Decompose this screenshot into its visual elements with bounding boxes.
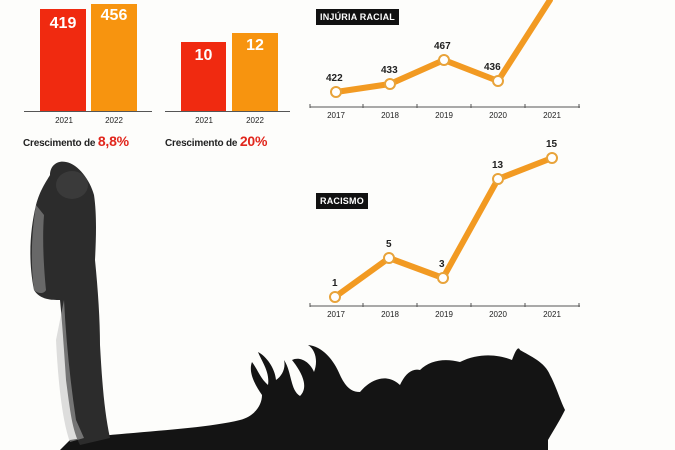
x-tick-label: 2019 [435,111,453,120]
data-label: 15 [546,139,558,150]
bar-value: 419 [49,15,77,32]
x-tick-label: 2021 [543,111,561,120]
bar-2021: 419 [40,9,86,111]
data-label: 433 [381,65,398,76]
data-label: 1 [332,278,338,289]
x-tick-label: 2017 [327,310,345,319]
growth-percent: 20% [239,133,268,149]
injuria-line-chart [309,0,580,108]
x-tick-label: 2021 [195,116,213,125]
illustration [30,161,565,450]
x-tick-label: 2022 [105,116,123,125]
racismo-line-chart [309,152,580,307]
x-axis [165,111,290,112]
data-label: 467 [434,41,451,52]
x-tick-label: 2019 [435,310,453,319]
data-label: 13 [492,160,504,171]
chart-title-racismo: RACISMO [316,193,368,209]
x-tick-label: 2021 [543,310,561,319]
x-tick-label: 2020 [489,310,507,319]
bar-2022: 456 [91,4,137,111]
data-label: 436 [484,62,501,73]
data-label: 5 [386,239,392,250]
x-axis [24,111,152,112]
bar-2021: 10 [181,42,226,111]
x-tick-label: 2018 [381,111,399,120]
x-tick-label: 2020 [489,111,507,120]
growth-percent: 8,8% [97,133,129,149]
chart-title-injuria: INJÚRIA RACIAL [316,9,399,25]
x-tick-label: 2021 [55,116,73,125]
data-label: 422 [326,73,343,84]
x-tick-label: 2022 [246,116,264,125]
bar-value: 10 [194,47,213,64]
data-label: 3 [439,259,445,270]
bar-value: 12 [246,37,264,54]
growth-annotation: Crescimento de 20% [165,133,268,149]
growth-annotation: Crescimento de 8,8% [23,133,129,149]
bar-2022: 12 [232,33,278,111]
x-tick-label: 2017 [327,111,345,120]
x-tick-label: 2018 [381,310,399,319]
bar-value: 456 [100,7,128,24]
